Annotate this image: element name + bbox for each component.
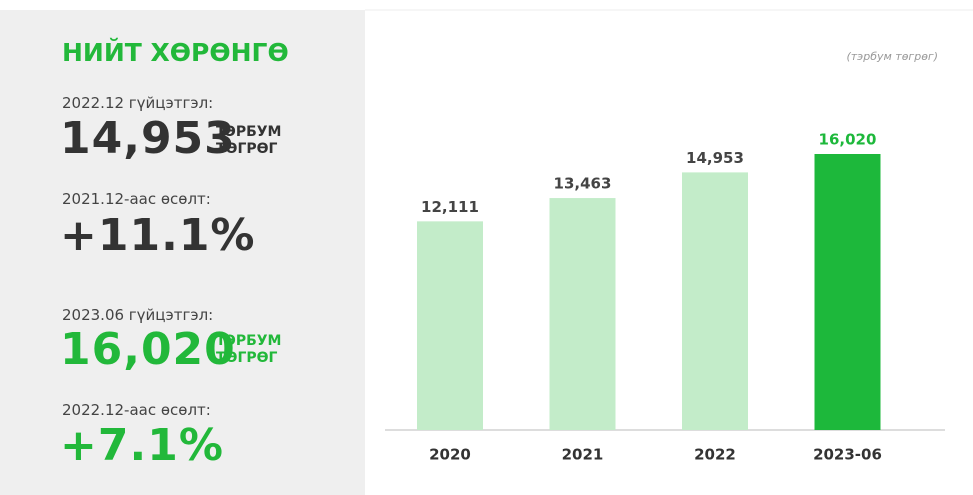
x-tick-label: 2021 bbox=[562, 446, 604, 464]
stat-unit: ТЭРБУМ bbox=[216, 333, 282, 349]
stat-label: 2022.12-аас өсөлт: bbox=[62, 401, 211, 419]
stat-value: 14,953 bbox=[60, 113, 236, 164]
value-label: 14,953 bbox=[686, 149, 744, 167]
stat-label: 2021.12-аас өсөлт: bbox=[62, 190, 211, 208]
bar bbox=[814, 154, 881, 430]
stat-value: +11.1% bbox=[60, 210, 256, 261]
panel-title: НИЙТ ХӨРӨНГӨ bbox=[62, 38, 289, 67]
chart-subtitle: (тэрбум төгрөг) bbox=[846, 50, 938, 63]
value-label: 12,111 bbox=[421, 198, 479, 216]
bar bbox=[682, 172, 748, 431]
stat-unit: ТӨГРӨГ bbox=[216, 141, 278, 157]
stat-value: +7.1% bbox=[60, 420, 224, 471]
stat-unit: ТӨГРӨГ bbox=[216, 350, 278, 366]
bar bbox=[549, 198, 616, 430]
stat-label: 2022.12 гүйцэтгэл: bbox=[62, 94, 214, 112]
value-label: 13,463 bbox=[554, 175, 612, 193]
x-tick-label: 2022 bbox=[694, 446, 736, 464]
bar bbox=[417, 221, 483, 430]
value-label: 16,020 bbox=[819, 131, 877, 149]
stat-value: 16,020 bbox=[60, 324, 236, 375]
x-tick-label: 2023-06 bbox=[813, 446, 882, 464]
summary-panel: НИЙТ ХӨРӨНГӨ 2022.12 гүйцэтгэл: 14,953 Т… bbox=[0, 10, 365, 495]
stat-unit: ТЭРБУМ bbox=[216, 124, 282, 140]
stat-label: 2023.06 гүйцэтгэл: bbox=[62, 306, 214, 324]
x-tick-label: 2020 bbox=[429, 446, 471, 464]
